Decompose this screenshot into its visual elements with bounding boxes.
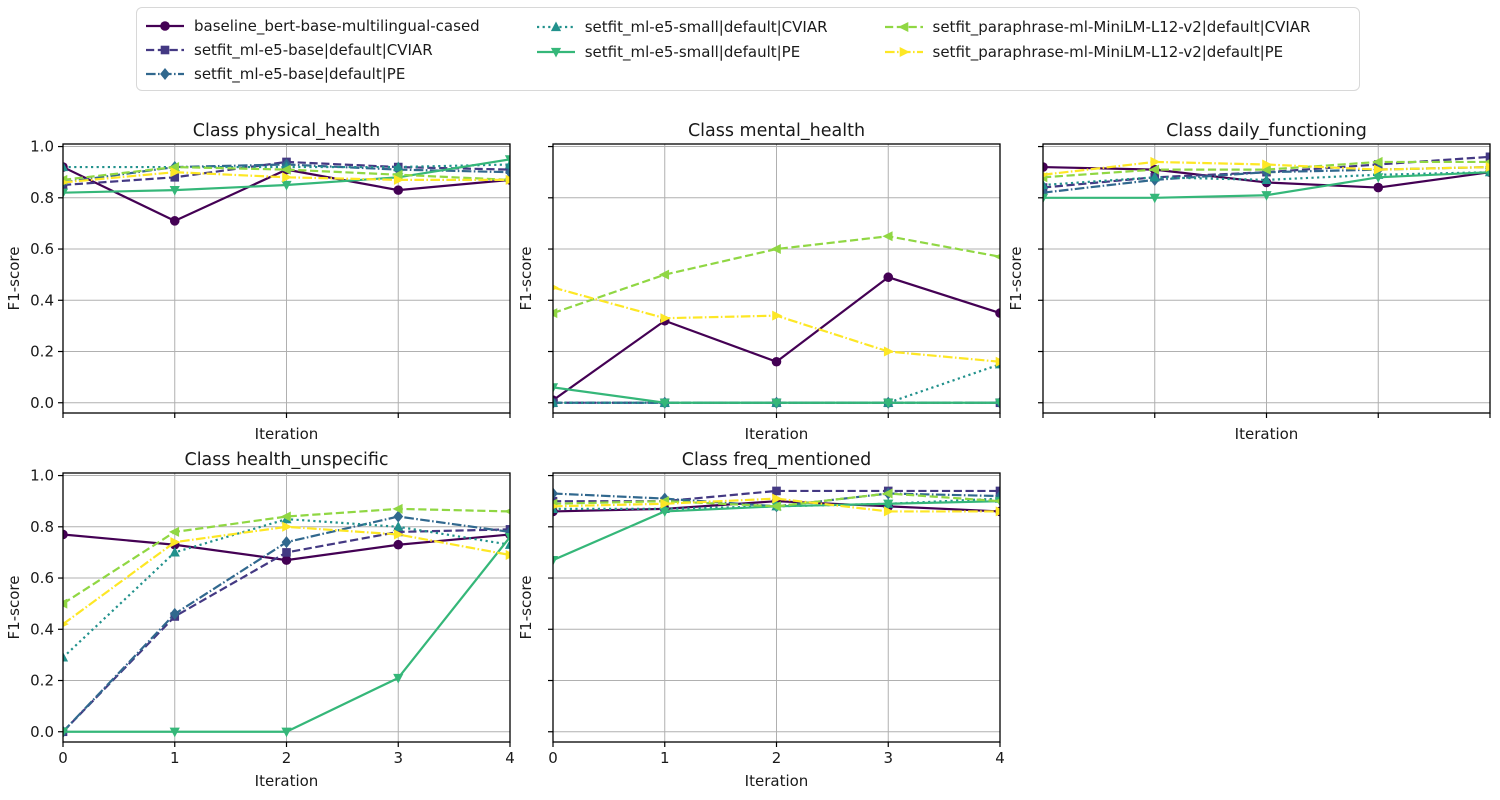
- svg-text:Class mental_health: Class mental_health: [688, 121, 865, 141]
- svg-text:F1-score: F1-score: [517, 576, 535, 640]
- svg-text:0.8: 0.8: [30, 518, 54, 536]
- svg-text:4: 4: [995, 749, 1005, 767]
- svg-text:0.2: 0.2: [30, 672, 54, 690]
- svg-text:3: 3: [883, 749, 893, 767]
- svg-text:0.8: 0.8: [30, 189, 54, 207]
- svg-text:Iteration: Iteration: [1235, 425, 1299, 443]
- legend-label: setfit_paraphrase-ml-MiniLM-L12-v2|defau…: [932, 17, 1311, 36]
- legend-line-sample-icon: [536, 47, 575, 57]
- legend-column: setfit_ml-e5-small|default|CVIAR setfit_m…: [536, 14, 828, 86]
- svg-text:Iteration: Iteration: [255, 772, 319, 790]
- subplot-health-unspecific: 0 1 2 3 4 0.0 0.2 0.4 0.6 0.8 1.0 Class health_unsp…: [3, 447, 522, 794]
- svg-text:1: 1: [170, 749, 180, 767]
- legend-entry: setfit_ml-e5-base|default|CVIAR: [145, 38, 480, 62]
- legend-label: setfit_ml-e5-small|default|PE: [584, 42, 801, 61]
- subplot-physical-health: 0.0 0.2 0.4 0.6 0.8 1.0 Class physical_health I…: [3, 118, 522, 465]
- legend-entry: setfit_paraphrase-ml-MiniLM-L12-v2|defau…: [884, 14, 1311, 39]
- svg-text:1: 1: [660, 749, 670, 767]
- legend-entry: setfit_paraphrase-ml-MiniLM-L12-v2|defau…: [884, 39, 1311, 64]
- svg-text:F1-score: F1-score: [5, 247, 23, 311]
- subplot-daily-functioning: Class daily_functioning Iteration F1-score: [983, 118, 1500, 465]
- subplot-mental-health: Class mental_health Iteration F1-score: [493, 118, 1012, 465]
- svg-text:F1-score: F1-score: [5, 576, 23, 640]
- legend-line-sample-icon: [146, 21, 184, 31]
- svg-text:2: 2: [282, 749, 292, 767]
- svg-text:F1-score: F1-score: [517, 247, 535, 311]
- svg-text:0.6: 0.6: [30, 240, 54, 258]
- svg-text:0.6: 0.6: [30, 569, 54, 587]
- svg-text:1.0: 1.0: [30, 467, 54, 485]
- svg-text:0.4: 0.4: [30, 620, 54, 638]
- legend-line-sample-icon: [884, 21, 923, 32]
- svg-text:4: 4: [505, 749, 515, 767]
- svg-text:0.0: 0.0: [30, 723, 54, 741]
- svg-text:0.4: 0.4: [30, 291, 54, 309]
- legend-entry: setfit_ml-e5-small|default|CVIAR: [536, 14, 828, 39]
- svg-text:0.0: 0.0: [30, 394, 54, 412]
- subplot-freq-mentioned: 0 1 2 3 4 Class freq_mentioned Iteration F1-sco…: [493, 447, 1012, 794]
- legend-entry: setfit_ml-e5-base|default|PE: [145, 62, 480, 86]
- svg-text:0.2: 0.2: [30, 343, 54, 361]
- legend-entry: baseline_bert-base-multilingual-cased: [145, 14, 480, 38]
- legend-line-sample-icon: [146, 45, 184, 55]
- svg-text:Iteration: Iteration: [745, 772, 809, 790]
- legend-entry: setfit_ml-e5-small|default|PE: [536, 39, 828, 64]
- legend-line-sample-icon: [146, 68, 184, 80]
- legend-column: setfit_paraphrase-ml-MiniLM-L12-v2|defau…: [884, 14, 1311, 86]
- svg-text:2: 2: [772, 749, 782, 767]
- legend-label: baseline_bert-base-multilingual-cased: [194, 17, 480, 35]
- legend-label: setfit_paraphrase-ml-MiniLM-L12-v2|defau…: [932, 42, 1284, 61]
- svg-text:1.0: 1.0: [30, 138, 54, 156]
- svg-text:Iteration: Iteration: [255, 425, 319, 443]
- svg-text:0: 0: [58, 749, 68, 767]
- svg-text:Class daily_functioning: Class daily_functioning: [1166, 121, 1367, 141]
- svg-text:F1-score: F1-score: [1007, 247, 1025, 311]
- legend-label: setfit_ml-e5-base|default|PE: [194, 65, 406, 83]
- legend-label: setfit_ml-e5-small|default|CVIAR: [584, 17, 828, 36]
- svg-text:Class physical_health: Class physical_health: [193, 121, 381, 141]
- svg-text:Class freq_mentioned: Class freq_mentioned: [682, 450, 872, 470]
- svg-text:0: 0: [548, 749, 558, 767]
- svg-text:Class health_unspecific: Class health_unspecific: [184, 450, 388, 470]
- svg-text:3: 3: [393, 749, 403, 767]
- legend-line-sample-icon: [536, 21, 575, 31]
- legend-label: setfit_ml-e5-base|default|CVIAR: [194, 41, 433, 59]
- svg-text:Iteration: Iteration: [745, 425, 809, 443]
- legend-line-sample-icon: [884, 46, 923, 57]
